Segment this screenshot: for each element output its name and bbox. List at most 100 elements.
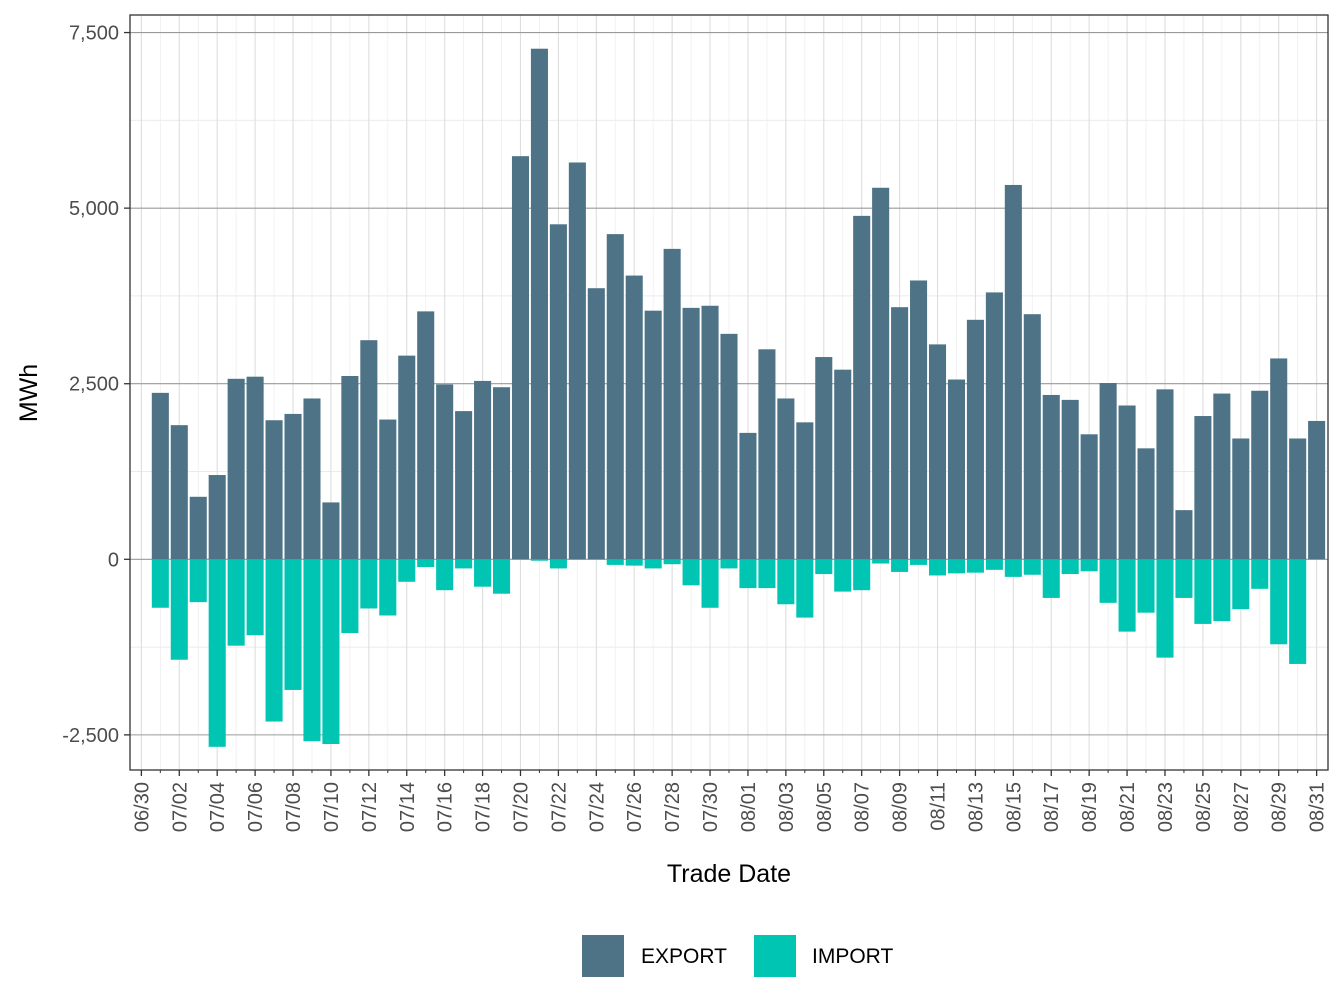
x-tick-label: 08/03 xyxy=(776,782,798,832)
bar-import xyxy=(1023,559,1041,575)
bar-export xyxy=(170,425,188,560)
bar-import xyxy=(379,559,397,616)
bar-export xyxy=(1232,438,1250,560)
bar-export xyxy=(910,280,928,560)
bar-import xyxy=(398,559,416,582)
bar-import xyxy=(341,559,359,634)
bar-import xyxy=(1251,559,1269,589)
x-tick-label: 07/26 xyxy=(624,782,646,832)
bar-import xyxy=(284,559,302,690)
bar-export xyxy=(777,398,795,560)
x-tick-label: 07/08 xyxy=(283,782,305,832)
bar-import xyxy=(549,559,567,569)
bar-export xyxy=(625,275,643,560)
bar-import xyxy=(493,559,511,594)
bar-import xyxy=(834,559,852,592)
bar-import xyxy=(189,559,207,603)
bar-export xyxy=(511,156,530,560)
bar-export xyxy=(834,369,852,560)
x-tick-label: 07/20 xyxy=(510,782,532,832)
bar-export xyxy=(891,307,909,560)
y-axis: -2,500 0 2,500 5,000 7,500 xyxy=(62,23,130,747)
x-tick-label: 08/11 xyxy=(928,782,950,831)
x-tick-label: 07/24 xyxy=(586,782,608,832)
x-tick-label: 07/14 xyxy=(397,782,419,832)
bar-export xyxy=(341,375,359,560)
bar-export xyxy=(928,344,947,560)
bar-import xyxy=(663,559,681,565)
bar-export xyxy=(682,307,700,560)
bar-export xyxy=(549,224,567,560)
x-tick-label: 07/16 xyxy=(435,782,457,832)
x-tick-label: 07/30 xyxy=(700,782,722,832)
bar-import xyxy=(246,559,264,636)
bar-import xyxy=(701,559,719,608)
bar-import xyxy=(739,559,757,589)
bar-export xyxy=(1194,416,1212,560)
bar-export xyxy=(701,305,719,560)
bar-export xyxy=(663,248,681,560)
bar-import xyxy=(796,559,814,618)
bars xyxy=(151,48,1326,747)
y-tick-label: 2,500 xyxy=(69,374,119,396)
bar-export xyxy=(872,187,890,560)
x-tick-label: 08/05 xyxy=(814,782,836,832)
y-tick-label: 7,500 xyxy=(69,23,119,45)
bar-export xyxy=(1061,399,1079,560)
bar-import xyxy=(1004,559,1022,577)
bar-export xyxy=(303,398,321,560)
bar-import xyxy=(436,559,454,591)
bar-export xyxy=(1118,405,1136,560)
bar-export xyxy=(739,432,757,560)
bar-export xyxy=(474,380,492,560)
bar-export xyxy=(246,376,264,560)
bar-import xyxy=(644,559,662,569)
bar-export xyxy=(417,311,435,560)
bar-export xyxy=(966,319,984,560)
legend-key-export xyxy=(582,935,624,977)
bar-import xyxy=(682,559,700,586)
bar-export xyxy=(360,340,378,560)
x-tick-label: 08/31 xyxy=(1307,782,1329,832)
bar-export xyxy=(758,349,776,560)
x-tick-label: 07/18 xyxy=(473,782,495,832)
bar-import xyxy=(1156,559,1174,658)
x-tick-label: 08/07 xyxy=(852,782,874,832)
bar-import xyxy=(777,559,795,605)
bar-import xyxy=(322,559,340,745)
bar-export xyxy=(1004,184,1022,560)
bar-import xyxy=(151,559,169,608)
x-tick-label: 07/22 xyxy=(548,782,570,832)
y-tick-label: -2,500 xyxy=(62,725,119,747)
bar-import xyxy=(1099,559,1117,603)
bar-export xyxy=(189,496,207,560)
legend-label-export: EXPORT xyxy=(641,945,727,968)
x-tick-label: 08/21 xyxy=(1117,782,1139,832)
bar-export xyxy=(568,162,586,560)
x-axis-title: Trade Date xyxy=(667,860,791,888)
bar-export xyxy=(1156,389,1174,560)
bar-import xyxy=(1194,559,1212,624)
x-tick-label: 08/01 xyxy=(738,782,760,832)
x-tick-label: 07/02 xyxy=(169,782,191,832)
bar-export xyxy=(720,333,738,560)
x-tick-label: 08/25 xyxy=(1193,782,1215,832)
bar-import xyxy=(265,559,283,722)
bar-export xyxy=(530,48,548,560)
bar-export xyxy=(606,234,624,560)
bar-export xyxy=(284,413,302,560)
bar-export xyxy=(1308,420,1326,560)
bar-export xyxy=(265,420,283,560)
bar-import xyxy=(1118,559,1136,632)
x-tick-label: 08/09 xyxy=(890,782,912,832)
x-tick-label: 08/19 xyxy=(1079,782,1101,832)
bar-export xyxy=(398,355,416,560)
x-tick-label: 08/13 xyxy=(965,782,987,832)
bar-export xyxy=(853,215,871,560)
bar-export xyxy=(1023,314,1041,560)
bar-export xyxy=(1251,390,1269,560)
bar-export xyxy=(1080,434,1098,560)
bar-export xyxy=(1099,383,1117,560)
x-tick-label: 07/28 xyxy=(662,782,684,832)
